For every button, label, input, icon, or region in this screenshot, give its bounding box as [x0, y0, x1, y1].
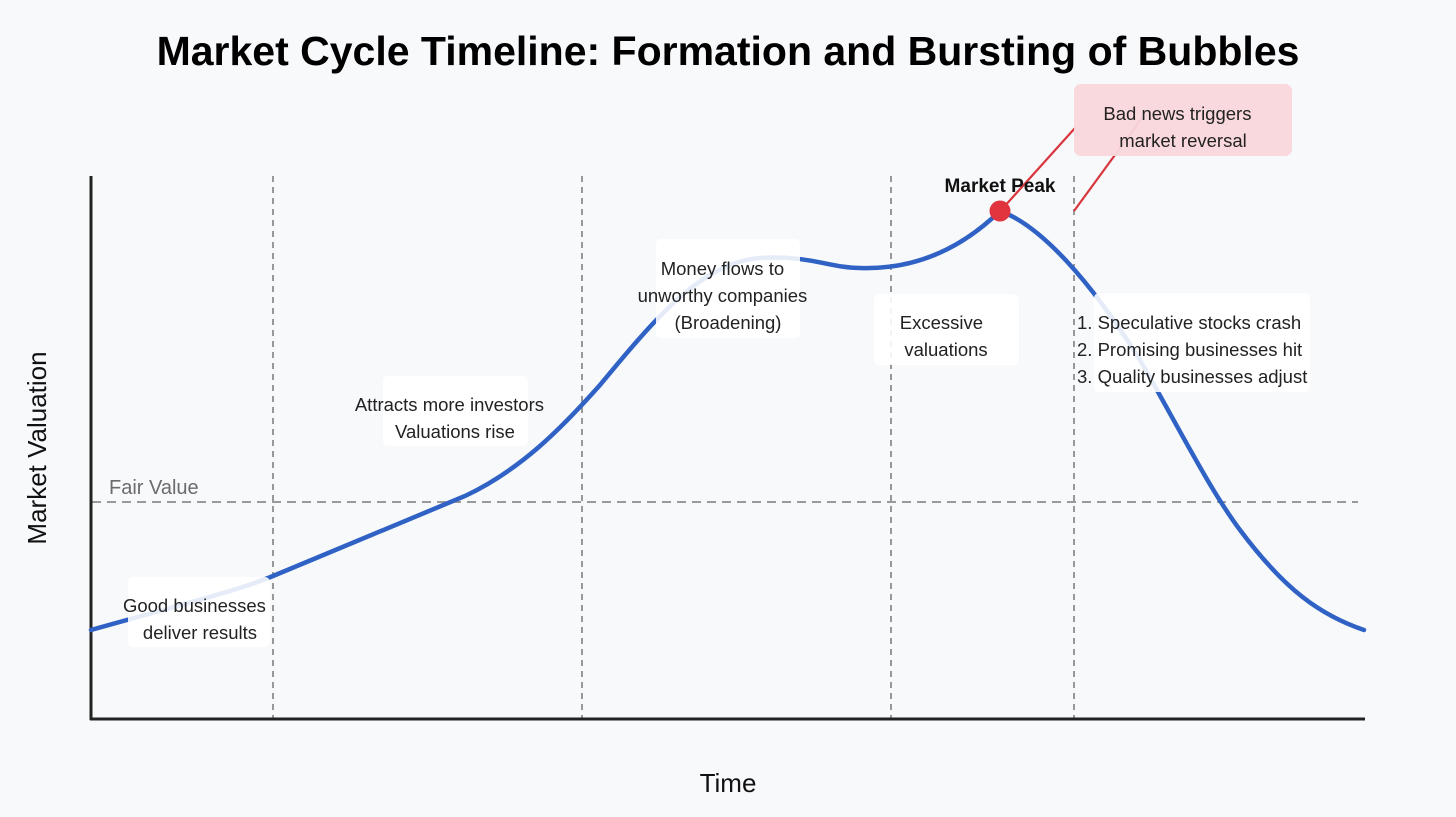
annotation-line: Bad news triggers [1103, 103, 1251, 124]
svg-text:Attracts more investors: Attracts more investors Valuations rise [355, 394, 549, 442]
annotation-line: valuations [904, 339, 987, 360]
market-valuation-curve [88, 208, 1367, 633]
market-peak-label: Market Peak [945, 176, 1056, 197]
annotation-crash: 1. Speculative stocks crash 2. Promising… [1077, 293, 1310, 392]
svg-text:1. Speculative stocks crash: 1. Speculative stocks crash 2. Promising… [1077, 312, 1307, 387]
y-axis-label: Market Valuation [22, 351, 52, 544]
annotation-stage-1: Good businesses deliver results [123, 577, 271, 647]
annotation-trigger: Bad news triggers market reversal [1074, 84, 1292, 156]
annotation-line: market reversal [1119, 130, 1246, 151]
fair-value-label: Fair Value [109, 477, 199, 499]
annotation-line: deliver results [143, 622, 257, 643]
market-peak-marker [989, 200, 1011, 222]
annotation-line: Valuations rise [395, 421, 515, 442]
svg-text:Money flows to unworth: Money flows to unworthy companies (Broad… [638, 258, 813, 333]
svg-text:Excessive valuations: Excessive valuations [900, 312, 988, 360]
annotation-line: Attracts more investors [355, 394, 544, 415]
annotation-line: (Broadening) [675, 312, 782, 333]
diagram-title: Market Cycle Timeline: Formation and Bur… [157, 28, 1300, 74]
annotation-line: Excessive [900, 312, 983, 333]
annotation-stage-4: Excessive valuations [874, 294, 1019, 365]
x-axis-label: Time [700, 768, 757, 798]
annotation-line: 2. Promising businesses hit [1077, 339, 1302, 360]
svg-text:Bad news triggers mark: Bad news triggers market reversal [1103, 103, 1256, 151]
annotation-line: Good businesses [123, 595, 266, 616]
annotation-line: Money flows to [661, 258, 784, 279]
annotation-stage-2: Attracts more investors Valuations rise [355, 376, 549, 446]
svg-text:Good businesses delive: Good businesses deliver results [123, 595, 271, 643]
annotation-stage-3: Money flows to unworthy companies (Broad… [638, 239, 813, 338]
trigger-connector-line [1002, 127, 1076, 209]
annotation-line: 1. Speculative stocks crash [1077, 312, 1301, 333]
annotation-line: unworthy companies [638, 285, 808, 306]
annotation-line: 3. Quality businesses adjust [1077, 366, 1307, 387]
